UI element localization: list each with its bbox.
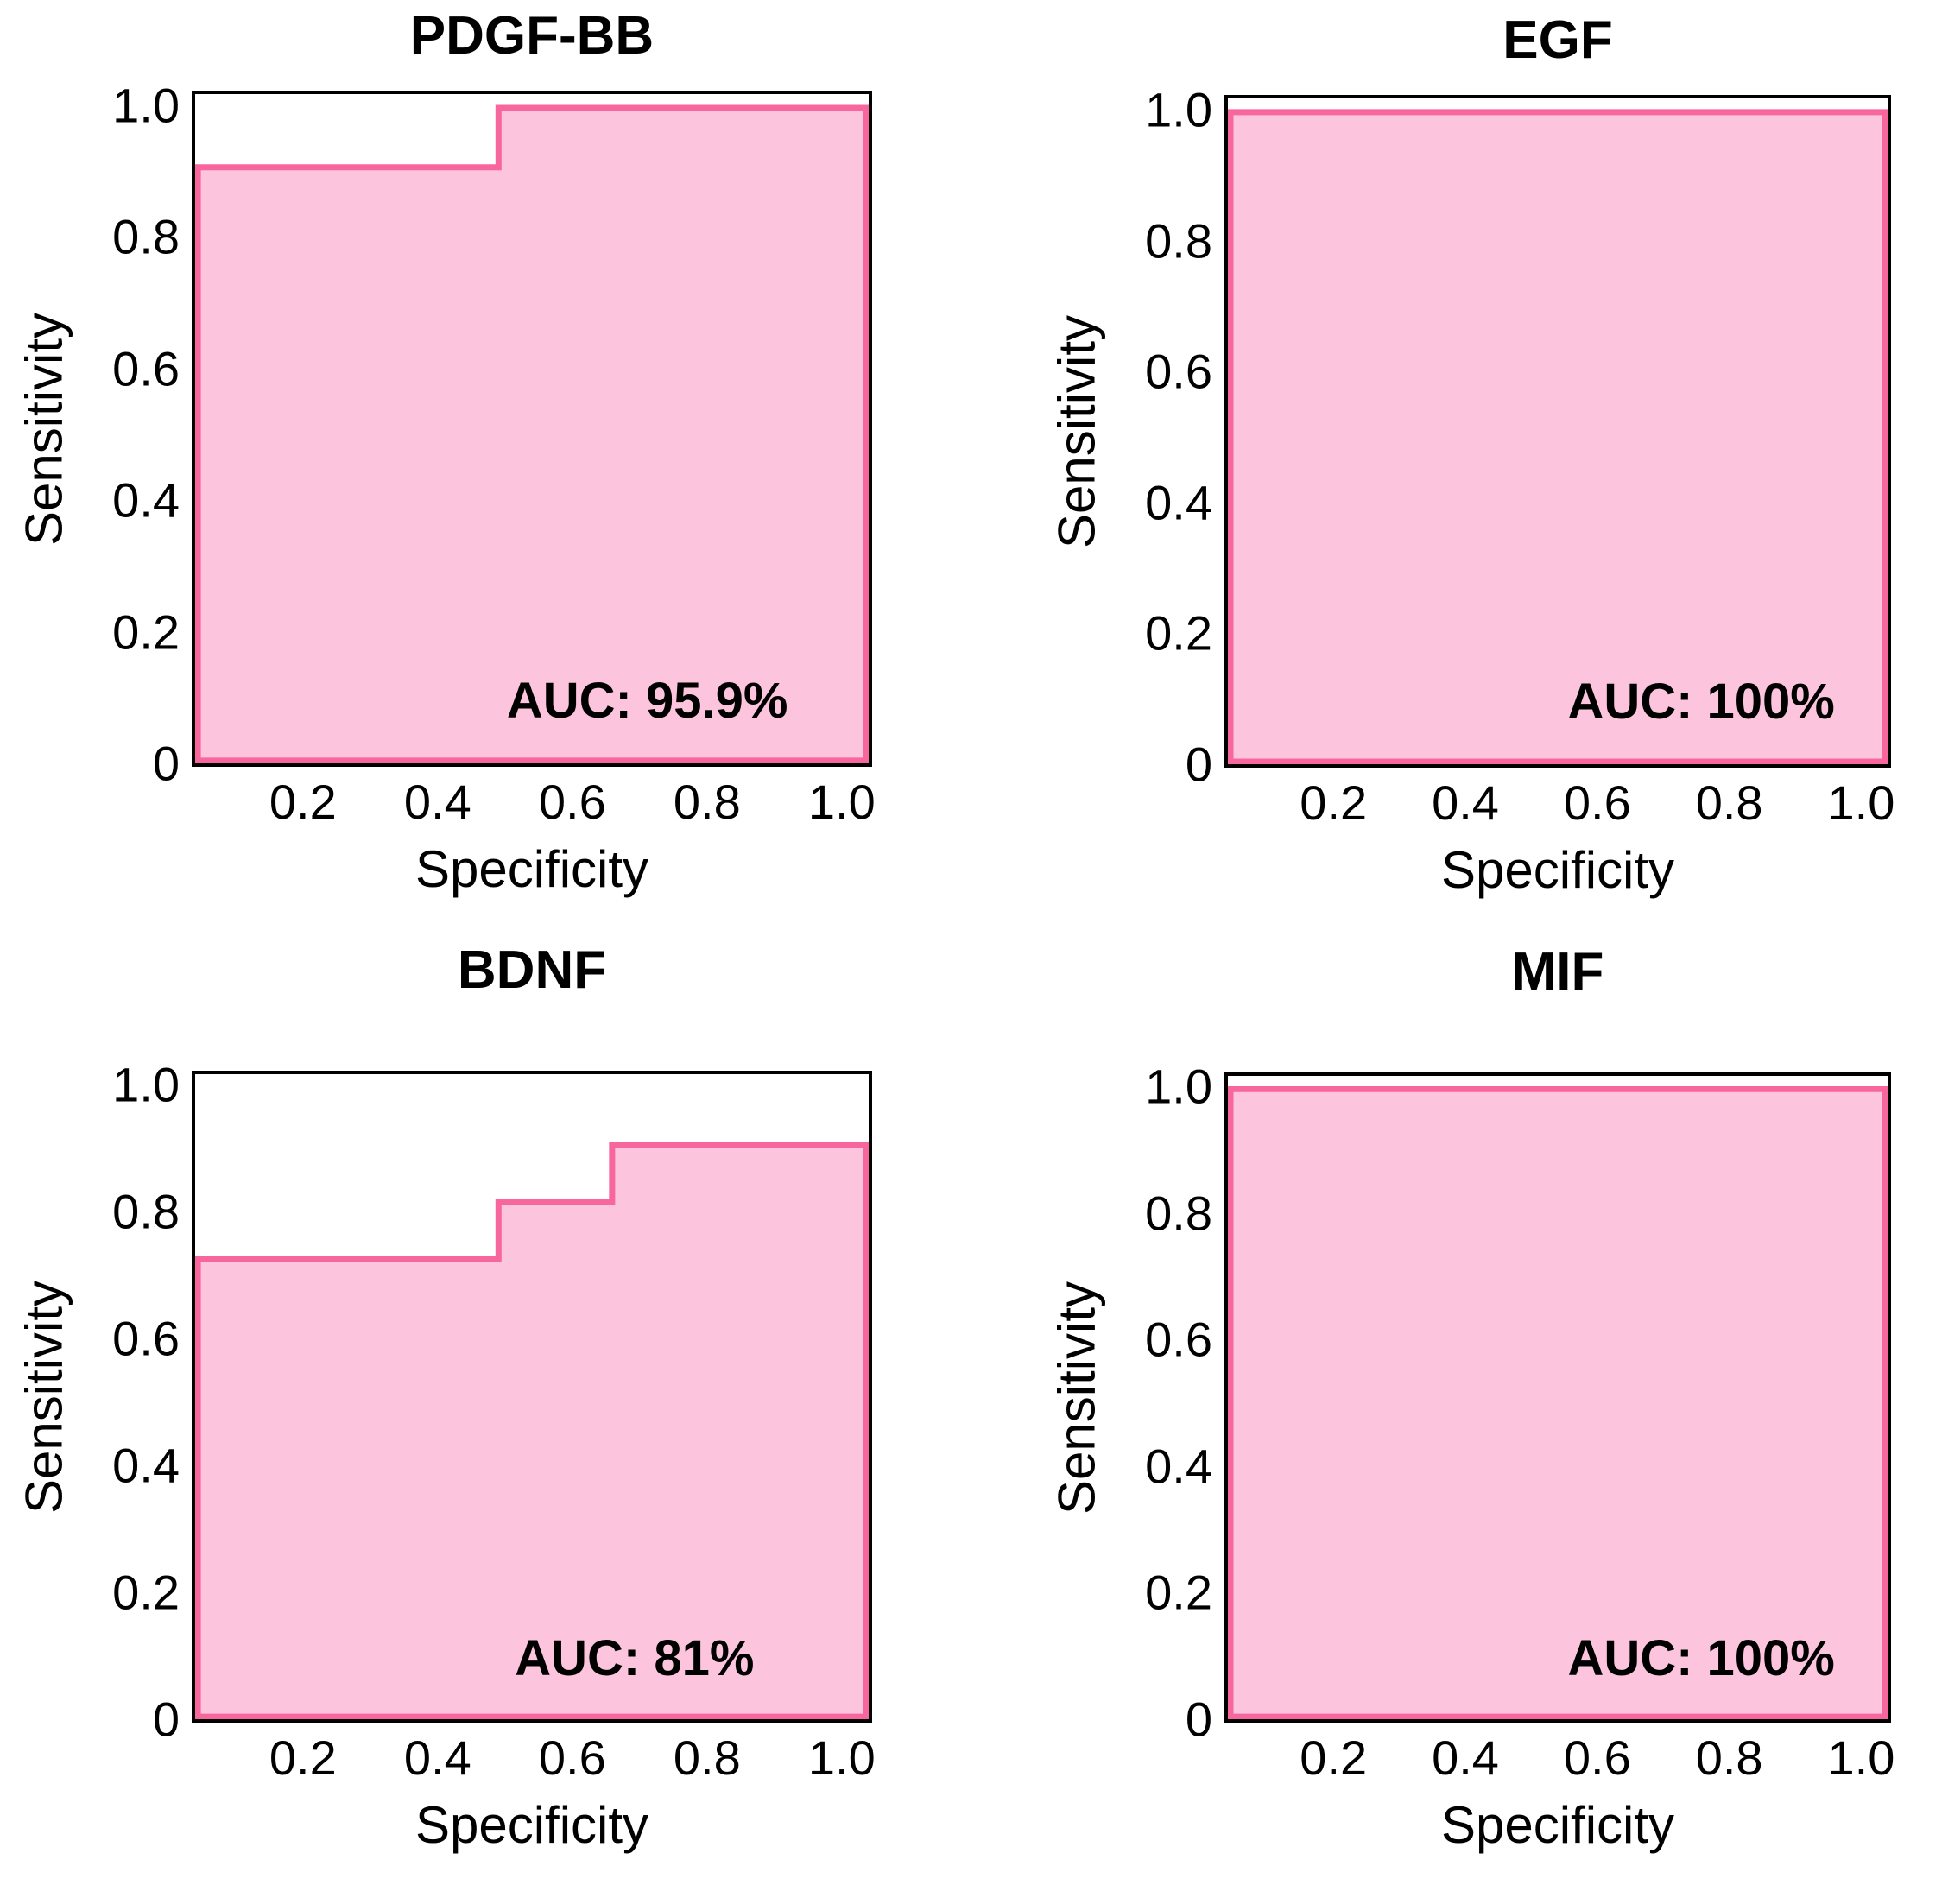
y-tick-label: 0.2: [1145, 605, 1212, 661]
x-tick-label: 1.0: [1827, 1730, 1895, 1785]
x-tick-label: 0.6: [538, 775, 606, 829]
x-axis-label: Specificity: [1440, 1796, 1675, 1854]
roc-area-polygon: [1228, 109, 1888, 764]
y-tick-label: 0.4: [112, 472, 180, 528]
x-tick-label: 0.4: [1432, 1730, 1499, 1785]
plot-area: PDGF-BB Sensitivity Specificity 1.0 0.8 0.…: [16, 6, 876, 898]
y-tick-label: 0.4: [112, 1438, 180, 1493]
x-tick-label: 0.8: [673, 1730, 741, 1785]
plot-title: EGF: [1502, 10, 1613, 70]
plot-title: MIF: [1511, 942, 1604, 1002]
roc-curve-plot: [195, 104, 869, 763]
y-tick-label: 0.2: [112, 604, 180, 660]
x-tick-label: 0.6: [538, 1730, 606, 1785]
y-axis-label: Sensitivity: [15, 1280, 73, 1514]
x-tick-label: 0.2: [1300, 1730, 1368, 1785]
plot-title: PDGF-BB: [409, 6, 655, 66]
roc-area-polygon: [195, 104, 869, 763]
x-tick-label: 0.8: [673, 775, 741, 829]
y-tick-label: 1.0: [112, 78, 180, 133]
x-tick-label: 0.2: [269, 775, 337, 829]
roc-curve-plot: [1228, 1085, 1888, 1719]
plot-area: EGF Sensitivity Specificity 1.0 0.8 0.6 0.4…: [1048, 10, 1895, 899]
y-tick-label: 0.2: [1145, 1565, 1212, 1620]
y-tick-label: 1.0: [1145, 1059, 1212, 1114]
y-axis-label: Sensitivity: [1047, 314, 1106, 548]
y-tick-label: 0: [152, 1692, 180, 1747]
y-tick-label: 0: [152, 736, 180, 791]
y-tick-label: 1.0: [112, 1057, 180, 1112]
plot-title: BDNF: [457, 940, 607, 1000]
x-tick-label: 0.8: [1695, 775, 1763, 830]
y-axis-label: Sensitivity: [1047, 1281, 1106, 1515]
y-tick-label: 0.4: [1145, 1439, 1212, 1494]
x-tick-label: 0.4: [403, 775, 471, 829]
auc-value-label: AUC: 100%: [1567, 1629, 1835, 1686]
y-axis-label: Sensitivity: [15, 312, 73, 546]
y-tick-label: 0.4: [1145, 475, 1212, 530]
x-axis-label: Specificity: [414, 1796, 649, 1854]
y-tick-label: 0.6: [112, 341, 180, 396]
plot-area: MIF Sensitivity Specificity 1.0 0.8 0.6 0.4…: [1048, 942, 1895, 1854]
y-tick-label: 0.8: [1145, 213, 1212, 268]
roc-curve-plot: [195, 1142, 869, 1719]
x-tick-label: 1.0: [1827, 775, 1895, 830]
x-tick-label: 0.8: [1695, 1730, 1763, 1785]
roc-area-polygon: [195, 1142, 869, 1719]
x-tick-label: 0.2: [269, 1730, 337, 1785]
y-tick-label: 0.6: [112, 1311, 180, 1366]
x-tick-label: 0.4: [403, 1730, 471, 1785]
x-tick-label: 0.4: [1432, 775, 1499, 830]
x-axis-label: Specificity: [414, 840, 649, 898]
auc-value-label: AUC: 100%: [1567, 674, 1835, 731]
x-tick-label: 0.2: [1300, 775, 1368, 830]
auc-value-label: AUC: 81%: [515, 1629, 755, 1686]
y-tick-label: 0.6: [1145, 344, 1212, 399]
roc-curve-plot: [1228, 109, 1888, 764]
y-tick-label: 0.6: [1145, 1312, 1212, 1367]
roc-area-polygon: [1228, 1085, 1888, 1719]
y-tick-label: 0.8: [112, 1184, 180, 1239]
auc-value-label: AUC: 95.9%: [506, 673, 788, 730]
x-tick-label: 1.0: [807, 1730, 876, 1785]
x-axis-label: Specificity: [1440, 841, 1675, 899]
y-tick-label: 0.8: [112, 209, 180, 264]
y-tick-label: 1.0: [1145, 82, 1212, 137]
x-tick-label: 0.6: [1563, 775, 1631, 830]
x-tick-label: 1.0: [807, 775, 876, 829]
y-tick-label: 0: [1185, 1692, 1212, 1747]
plot-area: BDNF Sensitivity Specificity 1.0 0.8 0.6 0.…: [16, 940, 876, 1854]
y-tick-label: 0.8: [1145, 1186, 1212, 1241]
y-tick-label: 0: [1185, 737, 1212, 792]
y-tick-label: 0.2: [112, 1565, 180, 1620]
x-tick-label: 0.6: [1563, 1730, 1631, 1785]
